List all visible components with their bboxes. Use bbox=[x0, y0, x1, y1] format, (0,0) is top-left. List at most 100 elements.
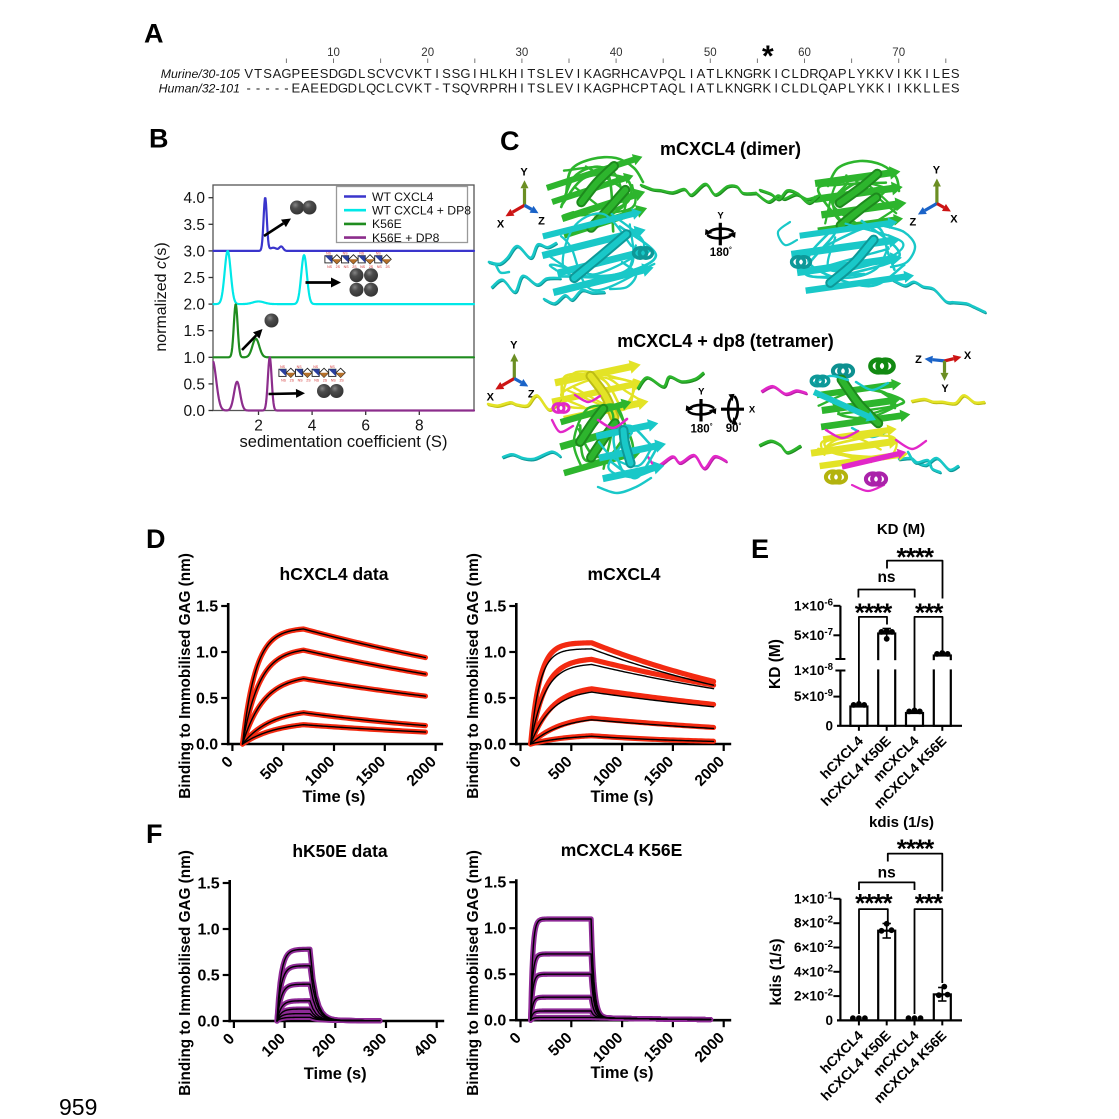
svg-text:D: D bbox=[329, 81, 338, 96]
svg-text:B: B bbox=[149, 124, 169, 154]
svg-text:sedimentation coefficient (S): sedimentation coefficient (S) bbox=[240, 433, 448, 451]
svg-text:I: I bbox=[690, 66, 694, 81]
svg-text:K: K bbox=[414, 81, 423, 96]
svg-text:V: V bbox=[565, 81, 574, 96]
svg-text:Z: Z bbox=[910, 217, 917, 229]
svg-text:L: L bbox=[933, 81, 940, 96]
svg-text:0: 0 bbox=[825, 1013, 833, 1028]
svg-text:A: A bbox=[593, 81, 602, 96]
svg-text:Q: Q bbox=[366, 81, 376, 96]
svg-text:1.5: 1.5 bbox=[484, 875, 506, 892]
svg-text:A: A bbox=[697, 66, 706, 81]
svg-text:G: G bbox=[281, 66, 291, 81]
svg-text:K: K bbox=[904, 66, 913, 81]
svg-text:NS: NS bbox=[298, 378, 304, 382]
svg-text:4×10-2: 4×10-2 bbox=[794, 963, 833, 979]
svg-text:20: 20 bbox=[421, 47, 434, 59]
svg-text:50: 50 bbox=[704, 47, 717, 59]
svg-text:6×10-2: 6×10-2 bbox=[794, 939, 833, 955]
svg-text:mCXCL4: mCXCL4 bbox=[588, 564, 661, 584]
svg-text:G: G bbox=[338, 66, 348, 81]
svg-text:S: S bbox=[951, 66, 960, 81]
svg-text:T: T bbox=[254, 66, 262, 81]
svg-text:L: L bbox=[848, 81, 855, 96]
svg-text:Q: Q bbox=[460, 81, 470, 96]
svg-text:-: - bbox=[265, 81, 269, 96]
svg-text:C: C bbox=[500, 126, 520, 156]
svg-text:R: R bbox=[753, 81, 762, 96]
svg-text:R: R bbox=[480, 81, 489, 96]
svg-text:-: - bbox=[247, 81, 251, 96]
svg-text:2S: 2S bbox=[336, 265, 341, 269]
svg-text:C: C bbox=[781, 66, 790, 81]
svg-text:X: X bbox=[497, 218, 505, 230]
svg-text:K: K bbox=[913, 66, 922, 81]
svg-text:D: D bbox=[146, 524, 166, 554]
svg-text:-: - bbox=[284, 81, 288, 96]
svg-text:2S: 2S bbox=[290, 378, 295, 382]
svg-text:V: V bbox=[405, 66, 414, 81]
svg-text:4: 4 bbox=[308, 418, 317, 435]
svg-text:Z: Z bbox=[528, 389, 535, 401]
svg-text:0.5: 0.5 bbox=[484, 691, 506, 708]
svg-text:T: T bbox=[443, 81, 451, 96]
svg-text:959: 959 bbox=[59, 1094, 97, 1119]
svg-text:X: X bbox=[749, 405, 756, 416]
svg-text:D: D bbox=[348, 66, 357, 81]
svg-text:Q: Q bbox=[668, 81, 678, 96]
svg-text:-: - bbox=[275, 81, 279, 96]
svg-text:I: I bbox=[774, 81, 778, 96]
svg-text:1×10-6: 1×10-6 bbox=[794, 597, 834, 613]
svg-text:X: X bbox=[487, 392, 495, 404]
svg-text:30: 30 bbox=[516, 47, 529, 59]
svg-text:T: T bbox=[650, 81, 658, 96]
svg-text:E: E bbox=[320, 81, 329, 96]
svg-text:1.0: 1.0 bbox=[183, 350, 205, 367]
svg-text:L: L bbox=[923, 81, 930, 96]
svg-text:KD (M): KD (M) bbox=[767, 639, 784, 689]
svg-text:A: A bbox=[659, 81, 668, 96]
svg-text:S: S bbox=[951, 81, 960, 96]
svg-text:D: D bbox=[348, 81, 357, 96]
svg-text:Time (s): Time (s) bbox=[591, 1064, 654, 1082]
svg-text:A: A bbox=[828, 66, 837, 81]
svg-text:***: *** bbox=[915, 888, 944, 918]
svg-text:E: E bbox=[310, 81, 319, 96]
svg-text:E: E bbox=[310, 66, 319, 81]
svg-text:L: L bbox=[490, 66, 497, 81]
svg-text:S: S bbox=[536, 81, 545, 96]
svg-text:Human/32-101: Human/32-101 bbox=[159, 82, 240, 96]
svg-text:K: K bbox=[583, 81, 592, 96]
svg-text:Y: Y bbox=[520, 166, 528, 178]
svg-text:A: A bbox=[144, 19, 164, 49]
svg-text:R: R bbox=[611, 66, 620, 81]
svg-text:normalized c(s): normalized c(s) bbox=[153, 242, 170, 351]
svg-text:I: I bbox=[897, 66, 901, 81]
svg-text:N: N bbox=[734, 81, 743, 96]
svg-text:mCXCL4 + dp8 (tetramer): mCXCL4 + dp8 (tetramer) bbox=[617, 331, 834, 351]
svg-text:1×10-8: 1×10-8 bbox=[794, 662, 834, 678]
svg-text:0.0: 0.0 bbox=[484, 737, 506, 754]
svg-text:Y: Y bbox=[857, 81, 866, 96]
svg-text:S: S bbox=[367, 66, 376, 81]
svg-text:-: - bbox=[435, 81, 439, 96]
svg-text:I: I bbox=[577, 66, 581, 81]
svg-text:3.5: 3.5 bbox=[183, 217, 205, 234]
svg-text:V: V bbox=[386, 66, 395, 81]
svg-text:E: E bbox=[941, 66, 950, 81]
svg-text:40: 40 bbox=[610, 47, 623, 59]
svg-text:L: L bbox=[358, 66, 365, 81]
svg-text:70: 70 bbox=[892, 47, 905, 59]
svg-text:NS: NS bbox=[331, 378, 337, 382]
svg-text:H: H bbox=[508, 66, 517, 81]
svg-text:180°: 180° bbox=[691, 422, 713, 435]
svg-text:F: F bbox=[146, 819, 163, 849]
svg-text:P: P bbox=[838, 81, 847, 96]
svg-text:G: G bbox=[743, 81, 753, 96]
svg-text:L: L bbox=[716, 81, 723, 96]
svg-text:Y: Y bbox=[941, 383, 949, 395]
svg-text:1×10-1: 1×10-1 bbox=[794, 890, 834, 906]
svg-text:I: I bbox=[520, 66, 524, 81]
svg-text:K: K bbox=[904, 81, 913, 96]
svg-text:L: L bbox=[678, 66, 685, 81]
